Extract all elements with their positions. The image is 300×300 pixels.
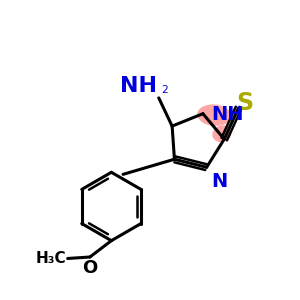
Ellipse shape [197,104,231,126]
Text: H₃C: H₃C [36,251,66,266]
Text: O: O [82,260,98,278]
Text: S: S [236,91,254,115]
Text: NH: NH [211,105,244,124]
Ellipse shape [212,125,231,142]
Text: N: N [211,172,227,191]
Text: $_2$: $_2$ [161,81,169,96]
Text: NH: NH [120,76,157,95]
